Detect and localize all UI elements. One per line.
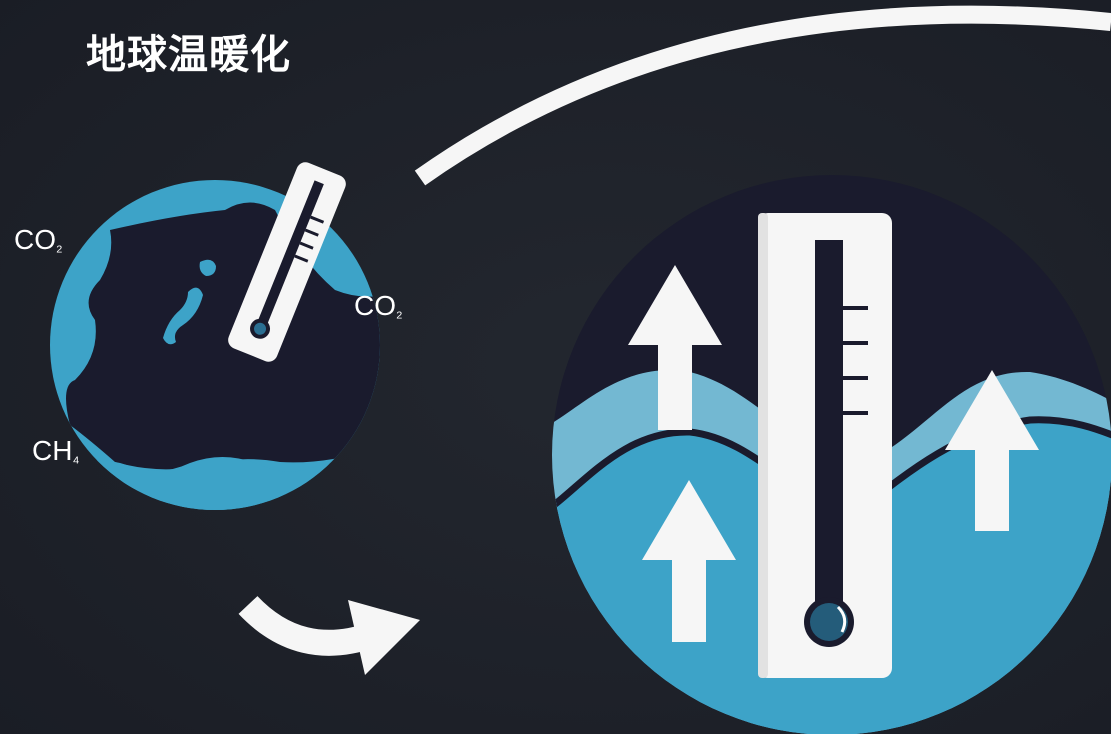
ocean-detail-circle xyxy=(552,175,1111,734)
page-title: 地球温暖化 xyxy=(86,32,291,78)
small-thermometer xyxy=(228,162,346,362)
river xyxy=(163,287,203,345)
up-arrow-icon xyxy=(628,265,722,430)
connector-arc xyxy=(414,5,1111,186)
gas-subscript: ₄ xyxy=(72,447,80,466)
gas-formula: CO xyxy=(354,290,396,321)
up-arrow-icon xyxy=(642,480,736,642)
up-arrow-icon xyxy=(945,370,1039,531)
ch4-label: CH₄ xyxy=(32,435,79,467)
co2-label: CO₂ xyxy=(14,224,63,256)
co2-label: CO₂ xyxy=(354,290,403,322)
lake xyxy=(199,259,216,276)
gas-subscript: ₂ xyxy=(396,302,403,321)
large-thermometer xyxy=(758,213,892,678)
gas-subscript: ₂ xyxy=(56,236,63,255)
curved-arrow-icon xyxy=(238,595,420,675)
gas-formula: CO xyxy=(14,224,56,255)
gas-formula: CH xyxy=(32,435,73,466)
